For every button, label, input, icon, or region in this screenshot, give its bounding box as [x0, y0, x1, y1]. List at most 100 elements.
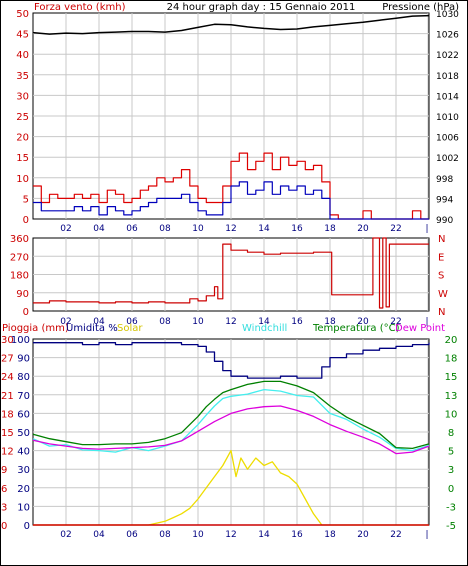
grid-wind-direction [33, 238, 429, 311]
humidity-y-tick-label: 40 [17, 447, 30, 458]
x-tick-label: 16 [291, 530, 303, 540]
series-wind-direction [33, 237, 429, 309]
humidity-line [33, 342, 430, 379]
rain-legend: Pioggia (mm) [2, 323, 69, 334]
pressure-line [32, 14, 430, 35]
direction-y-tick-label: 270 [10, 252, 29, 263]
x-tick-label: 12 [225, 530, 236, 540]
humidity-y-tick-label: 10 [17, 502, 30, 513]
x-tick-label: 16 [291, 317, 303, 327]
x-tick-label: 10 [192, 317, 204, 327]
wind-y-tick-label: 35 [16, 71, 29, 82]
x-tick-label: 06 [126, 317, 138, 327]
rain-y-tick-label: 3 [1, 502, 7, 513]
x-tick-label: 10 [192, 530, 204, 540]
x-tick-label: 16 [291, 224, 303, 234]
compass-tick-label: W [438, 289, 448, 300]
temperature-y-tick-label: 18 [445, 354, 458, 365]
wind-y-tick-label: 15 [16, 153, 29, 164]
compass-tick-label: E [438, 252, 444, 263]
x-tick-label: 06 [126, 530, 138, 540]
pressure-axis-label: Pressione (hPa) [382, 2, 459, 13]
pressure-y-tick-label: 1014 [436, 92, 459, 102]
pressure-y-tick-label: 1010 [436, 113, 459, 123]
x-tick-label: 02 [60, 224, 71, 234]
humidity-y-tick-label: 50 [17, 428, 30, 439]
temperature-y-tick-label: 10 [445, 409, 458, 420]
x-tick-label: 22 [390, 224, 401, 234]
x-tick-label: 12 [225, 317, 236, 327]
compass-tick-label: S [438, 271, 444, 282]
x-tick-label: 18 [324, 224, 336, 234]
x-tick-label: 10 [192, 224, 204, 234]
x-tick-label: 08 [159, 317, 171, 327]
rain-y-tick-label: 0 [1, 521, 7, 532]
x-tick-label: 08 [159, 224, 171, 234]
x-tick-label: 06 [126, 224, 138, 234]
x-tick-label: 04 [93, 317, 105, 327]
temperature-y-tick-label: 13 [445, 391, 458, 402]
x-tick-label: 04 [93, 530, 105, 540]
temperature-y-tick-label: -3 [446, 502, 456, 513]
pressure-y-tick-label: 1002 [436, 154, 459, 164]
wind-average-line [33, 181, 429, 220]
grid-wind-pressure [33, 13, 429, 219]
humidity-y-tick-label: 20 [17, 484, 30, 495]
grid-temperature [33, 339, 429, 525]
dewpoint-legend: Dew Point [395, 323, 445, 334]
humidity-y-tick-label: 0 [24, 521, 30, 532]
pressure-y-tick-label: 998 [436, 175, 453, 185]
x-tick-label: 12 [225, 224, 236, 234]
pressure-y-tick-label: 990 [436, 216, 453, 226]
humidity-y-tick-label: 100 [11, 335, 30, 346]
wind-y-tick-label: 45 [16, 30, 29, 41]
pressure-y-tick-label: 994 [436, 195, 453, 205]
temperature-legend: Temperatura (°C) [312, 323, 400, 334]
humidity-y-tick-label: 90 [17, 354, 30, 365]
rain-y-tick-label: 6 [1, 484, 7, 495]
x-tick-label: 04 [93, 224, 105, 234]
x-tick-label: 18 [324, 317, 336, 327]
windchill-line [32, 388, 430, 453]
compass-tick-label: N [438, 234, 445, 245]
x-tick-label: 14 [258, 224, 270, 234]
direction-y-tick-label: 180 [10, 271, 29, 282]
x-tick-label: 02 [60, 530, 71, 540]
x-tick-label: | [425, 530, 428, 540]
x-tick-label: 02 [60, 317, 71, 327]
compass-tick-label: N [438, 307, 445, 318]
wind-direction-line [33, 237, 429, 309]
series-temperature [32, 342, 430, 526]
wind-y-tick-label: 50 [16, 9, 29, 20]
solar-legend: Solar [117, 323, 143, 334]
temperature-line [32, 380, 430, 450]
rain-y-tick-label: 30 [1, 335, 14, 346]
rain-y-tick-label: 18 [1, 409, 14, 420]
wind-y-tick-label: 25 [16, 112, 29, 123]
x-tick-label: 18 [324, 530, 336, 540]
wind-y-tick-label: 20 [16, 133, 29, 144]
tick-labels: 02 04 06 08 10 12 14 16 18 20 22 |02 04 06 08 10 12 14 16 1… [1, 9, 459, 540]
wind-y-tick-label: 40 [16, 50, 29, 61]
chart-title: 24 hour graph day : 15 Gennaio 2011 [167, 2, 356, 13]
humidity-y-tick-label: 30 [17, 465, 30, 476]
wind-y-tick-label: 30 [16, 91, 29, 102]
x-tick-label: 22 [390, 530, 401, 540]
wind-y-tick-label: 0 [23, 215, 29, 226]
direction-y-tick-label: 360 [10, 234, 29, 245]
temperature-y-tick-label: -5 [446, 521, 456, 532]
temperature-y-tick-label: 20 [445, 335, 458, 346]
temperature-y-tick-label: 15 [445, 372, 458, 383]
series-wind-pressure [32, 14, 430, 220]
pressure-y-tick-label: 1022 [436, 51, 459, 61]
x-tick-label: | [425, 224, 428, 234]
dew-point-line [32, 405, 430, 455]
temperature-y-tick-label: 5 [448, 447, 454, 458]
pressure-y-tick-label: 1026 [436, 31, 459, 41]
x-tick-label: 22 [390, 317, 401, 327]
humidity-y-tick-label: 60 [17, 409, 30, 420]
direction-y-tick-label: 0 [23, 307, 29, 318]
rain-y-tick-label: 27 [1, 354, 14, 365]
pressure-y-tick-label: 1030 [436, 10, 459, 20]
